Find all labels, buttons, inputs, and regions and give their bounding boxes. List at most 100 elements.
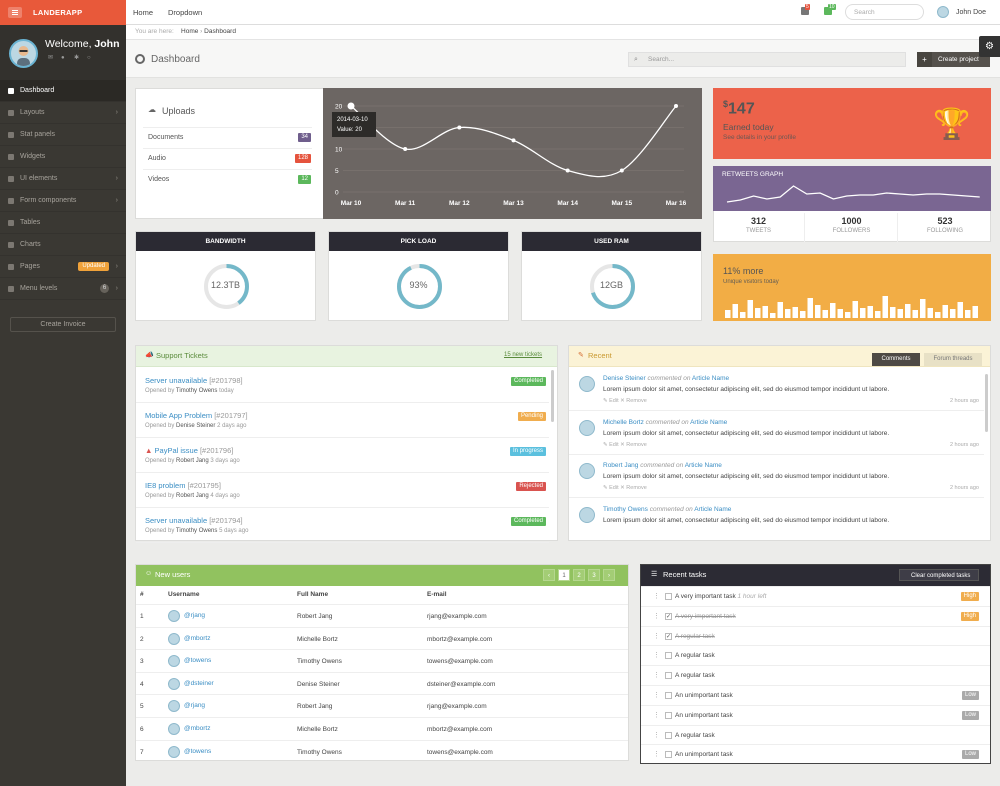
- drag-handle-icon[interactable]: ⋮: [653, 652, 660, 660]
- ticket-row[interactable]: IE8 problem [#201795] Opened by Robert Ja…: [136, 473, 549, 508]
- sidebar-item-form-components[interactable]: Form components ›: [0, 190, 126, 212]
- avatar[interactable]: [579, 376, 595, 392]
- ticket-row[interactable]: ▲ PayPal issue [#201796] Opened by Robert…: [136, 438, 549, 473]
- username-link[interactable]: @mbortz: [184, 634, 211, 642]
- sidebar-item-charts[interactable]: Charts: [0, 234, 126, 256]
- username-link[interactable]: @rjang: [184, 612, 206, 619]
- remove-link[interactable]: ✕ Remove: [620, 485, 647, 491]
- sidebar-item-ui-elements[interactable]: UI elements ›: [0, 168, 126, 190]
- avatar[interactable]: [579, 419, 595, 436]
- table-row[interactable]: 2 @mbortz Michelle Bortz mbortz@example.com: [136, 626, 628, 650]
- recent-scrollbar[interactable]: [985, 374, 988, 432]
- mail-icon[interactable]: ✉: [48, 55, 54, 61]
- task-checkbox[interactable]: ✓: [665, 612, 672, 620]
- create-project-button[interactable]: + Create project: [917, 52, 990, 67]
- pagination-item[interactable]: 3: [588, 569, 600, 581]
- drag-handle-icon[interactable]: ⋮: [653, 751, 660, 759]
- ticket-row[interactable]: Server unavailable [#201794] Opened by Ti…: [136, 508, 549, 543]
- edit-link[interactable]: ✎ Edit: [603, 485, 619, 491]
- menu-toggle-icon[interactable]: [8, 7, 22, 18]
- article-link[interactable]: Article Name: [694, 505, 732, 513]
- upload-row[interactable]: Documents 34: [143, 127, 312, 148]
- table-row[interactable]: 7 @towens Timothy Owens towens@example.com: [136, 739, 628, 763]
- drag-handle-icon[interactable]: ⋮: [653, 731, 660, 739]
- gear-icon[interactable]: ✱: [74, 55, 80, 61]
- upload-row[interactable]: Audio 128: [143, 148, 312, 169]
- sidebar-item-pages[interactable]: Pages Updated ›: [0, 256, 126, 278]
- pagination-item[interactable]: ‹: [543, 569, 555, 581]
- ticket-row[interactable]: Mobile App Problem [#201797] Opened by De…: [136, 403, 549, 438]
- table-row[interactable]: 4 @dsteiner Denise Steiner dsteiner@example…: [136, 671, 628, 695]
- notification-icon[interactable]: 5: [801, 4, 810, 15]
- power-icon[interactable]: ○: [87, 55, 91, 61]
- drag-handle-icon[interactable]: ⋮: [653, 692, 660, 699]
- settings-cog-icon[interactable]: ⚙: [979, 36, 1000, 57]
- drag-handle-icon[interactable]: ⋮: [653, 632, 660, 640]
- nav-home[interactable]: Home: [133, 8, 154, 17]
- ticket-title[interactable]: ▲ PayPal issue [#201796]: [145, 446, 234, 455]
- tickets-scrollbar[interactable]: [551, 370, 554, 422]
- table-row[interactable]: 3 @towens Timothy Owens towens@example.com: [136, 649, 628, 672]
- remove-link[interactable]: ✕ Remove: [620, 398, 647, 404]
- ticket-title[interactable]: Mobile App Problem [#201797]: [145, 411, 248, 420]
- sidebar-item-menu-levels[interactable]: Menu levels 6 ›: [0, 278, 126, 300]
- article-link[interactable]: Article Name: [684, 462, 722, 469]
- edit-link[interactable]: ✎ Edit: [603, 441, 619, 448]
- breadcrumb-home[interactable]: Home: [181, 28, 199, 35]
- task-checkbox[interactable]: [665, 751, 672, 759]
- task-checkbox[interactable]: [665, 652, 672, 660]
- avatar[interactable]: [579, 506, 595, 523]
- article-link[interactable]: Article Name: [691, 375, 730, 382]
- drag-handle-icon[interactable]: ⋮: [653, 672, 660, 680]
- drag-handle-icon[interactable]: ⋮: [653, 612, 660, 620]
- nav-dropdown[interactable]: Dropdown: [168, 8, 203, 17]
- sidebar-item-stat-panels[interactable]: Stat panels: [0, 124, 126, 146]
- messages-icon[interactable]: 10: [824, 4, 836, 15]
- username-link[interactable]: @mbortz: [184, 725, 211, 732]
- ticket-row[interactable]: Server unavailable [#201798] Opened by Ti…: [136, 368, 549, 403]
- task-checkbox[interactable]: [665, 711, 672, 719]
- table-row[interactable]: 1 @rjang Robert Jang rjang@example.com: [136, 604, 628, 627]
- new-tickets-link[interactable]: 15 new tickets: [504, 352, 543, 358]
- pagination-item[interactable]: 2: [573, 569, 585, 581]
- avatar[interactable]: [579, 463, 595, 479]
- drag-handle-icon[interactable]: ⋮: [653, 711, 660, 719]
- sidebar-item-tables[interactable]: Tables: [0, 212, 126, 234]
- create-invoice-button[interactable]: Create Invoice: [10, 317, 116, 332]
- user-avatar[interactable]: [937, 6, 949, 18]
- username-link[interactable]: @towens: [184, 657, 212, 665]
- username-link[interactable]: @rjang: [184, 702, 206, 710]
- edit-link[interactable]: ✎ Edit: [603, 398, 619, 404]
- username-link[interactable]: @towens: [184, 747, 212, 755]
- sidebar-item-widgets[interactable]: Widgets: [0, 146, 126, 168]
- username-link[interactable]: @dsteiner: [184, 679, 214, 687]
- top-search-input[interactable]: Search: [845, 4, 924, 20]
- commenter-name[interactable]: Michelle Bortz: [603, 418, 644, 426]
- page-search-input[interactable]: Search...: [628, 52, 906, 67]
- sidebar-item-layouts[interactable]: Layouts ›: [0, 102, 126, 124]
- task-checkbox[interactable]: [665, 593, 672, 600]
- table-row[interactable]: 6 @mbortz Michelle Bortz mbortz@example.com: [136, 717, 628, 740]
- tab-forum-threads[interactable]: Forum threads: [924, 353, 982, 366]
- user-icon[interactable]: ●: [61, 55, 65, 61]
- pagination-item[interactable]: ›: [603, 569, 615, 581]
- profile-avatar[interactable]: [9, 39, 38, 68]
- pagination-item[interactable]: 1: [558, 569, 570, 581]
- upload-row[interactable]: Videos 12: [143, 169, 312, 190]
- clear-completed-button[interactable]: Clear completed tasks: [899, 569, 979, 581]
- commenter-name[interactable]: Timothy Owens: [603, 505, 648, 513]
- article-link[interactable]: Article Name: [690, 418, 728, 426]
- remove-link[interactable]: ✕ Remove: [620, 441, 647, 448]
- tab-comments[interactable]: Comments: [872, 353, 920, 366]
- task-checkbox[interactable]: [665, 672, 672, 680]
- drag-handle-icon[interactable]: ⋮: [653, 593, 660, 600]
- commenter-name[interactable]: Robert Jang: [603, 462, 639, 469]
- task-checkbox[interactable]: [665, 731, 672, 739]
- ticket-title[interactable]: Server unavailable [#201794]: [145, 516, 243, 525]
- earned-today-box[interactable]: [713, 88, 991, 159]
- sidebar-item-dashboard[interactable]: Dashboard: [0, 80, 126, 102]
- task-checkbox[interactable]: ✓: [665, 632, 672, 640]
- ticket-title[interactable]: Server unavailable [#201798]: [145, 376, 243, 385]
- table-row[interactable]: 5 @rjang Robert Jang rjang@example.com: [136, 694, 628, 717]
- user-name[interactable]: John Doe: [956, 9, 986, 16]
